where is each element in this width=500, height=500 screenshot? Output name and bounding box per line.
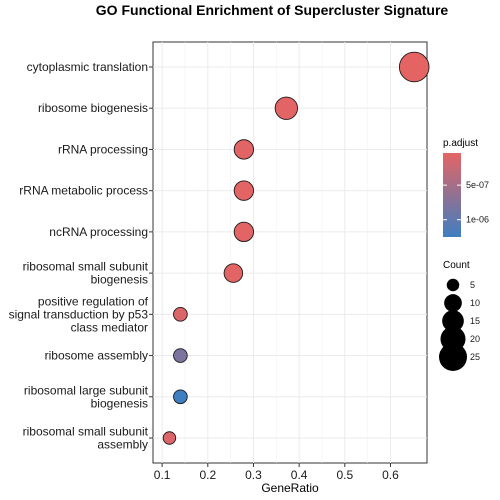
x-tick-label: 0.3 bbox=[245, 468, 262, 482]
y-tick-label: rRNA metabolic process bbox=[19, 184, 148, 198]
y-tick-label: positive regulation of signal transductio… bbox=[9, 294, 149, 334]
data-point bbox=[173, 307, 188, 322]
count-legend-label: 15 bbox=[470, 316, 480, 326]
data-point bbox=[233, 139, 255, 160]
y-tick-label: ribosome biogenesis bbox=[38, 101, 148, 115]
count-legend-dot bbox=[439, 343, 467, 371]
p-adjust-legend: p.adjust 5e-07 1e-06 bbox=[443, 138, 489, 237]
p-adjust-colorbar bbox=[443, 153, 461, 237]
colorbar-label: 5e-07 bbox=[466, 180, 489, 190]
data-point bbox=[233, 221, 255, 243]
x-tick-label: 0.6 bbox=[382, 468, 399, 482]
count-legend-dot bbox=[444, 294, 462, 312]
x-axis: 0.1 0.2 0.3 0.4 0.5 0.6 bbox=[154, 463, 399, 482]
y-tick-label: rRNA processing bbox=[58, 142, 148, 156]
data-point bbox=[233, 180, 255, 201]
y-tick-label: ncRNA processing bbox=[49, 225, 148, 239]
count-legend-title: Count bbox=[443, 260, 470, 271]
data-point bbox=[223, 263, 244, 283]
y-tick-label: ribosomal small subunit assembly bbox=[23, 425, 149, 452]
data-points bbox=[162, 51, 430, 445]
p-adjust-legend-title: p.adjust bbox=[443, 138, 478, 149]
y-tick-label: cytoplasmic translation bbox=[27, 60, 148, 74]
count-legend-label: 25 bbox=[470, 352, 480, 362]
x-tick-label: 0.1 bbox=[154, 468, 171, 482]
count-legend-dot bbox=[446, 278, 460, 292]
x-tick-label: 0.5 bbox=[336, 468, 353, 482]
data-point bbox=[173, 348, 188, 363]
colorbar-label: 1e-06 bbox=[466, 215, 489, 225]
data-point bbox=[173, 389, 188, 405]
data-point bbox=[162, 431, 177, 445]
chart-title: GO Functional Enrichment of Supercluster… bbox=[96, 2, 449, 18]
data-point bbox=[398, 51, 430, 83]
data-point bbox=[274, 96, 298, 120]
x-tick-label: 0.4 bbox=[291, 468, 308, 482]
x-tick-label: 0.2 bbox=[199, 468, 216, 482]
y-tick-label: ribosomal small subunit biogenesis bbox=[23, 260, 149, 287]
count-legend-label: 5 bbox=[470, 280, 475, 290]
y-axis-labels: cytoplasmic translation ribosome biogenes… bbox=[9, 60, 153, 452]
y-tick-label: ribosomal large subunit biogenesis bbox=[24, 383, 149, 410]
y-tick-label: ribosome assembly bbox=[45, 349, 148, 363]
count-legend: Count 5 10 15 20 25 bbox=[439, 260, 480, 371]
count-legend-dot bbox=[442, 310, 464, 332]
count-legend-label: 10 bbox=[470, 298, 480, 308]
count-legend-label: 20 bbox=[470, 334, 480, 344]
x-axis-title: GeneRatio bbox=[261, 481, 319, 495]
